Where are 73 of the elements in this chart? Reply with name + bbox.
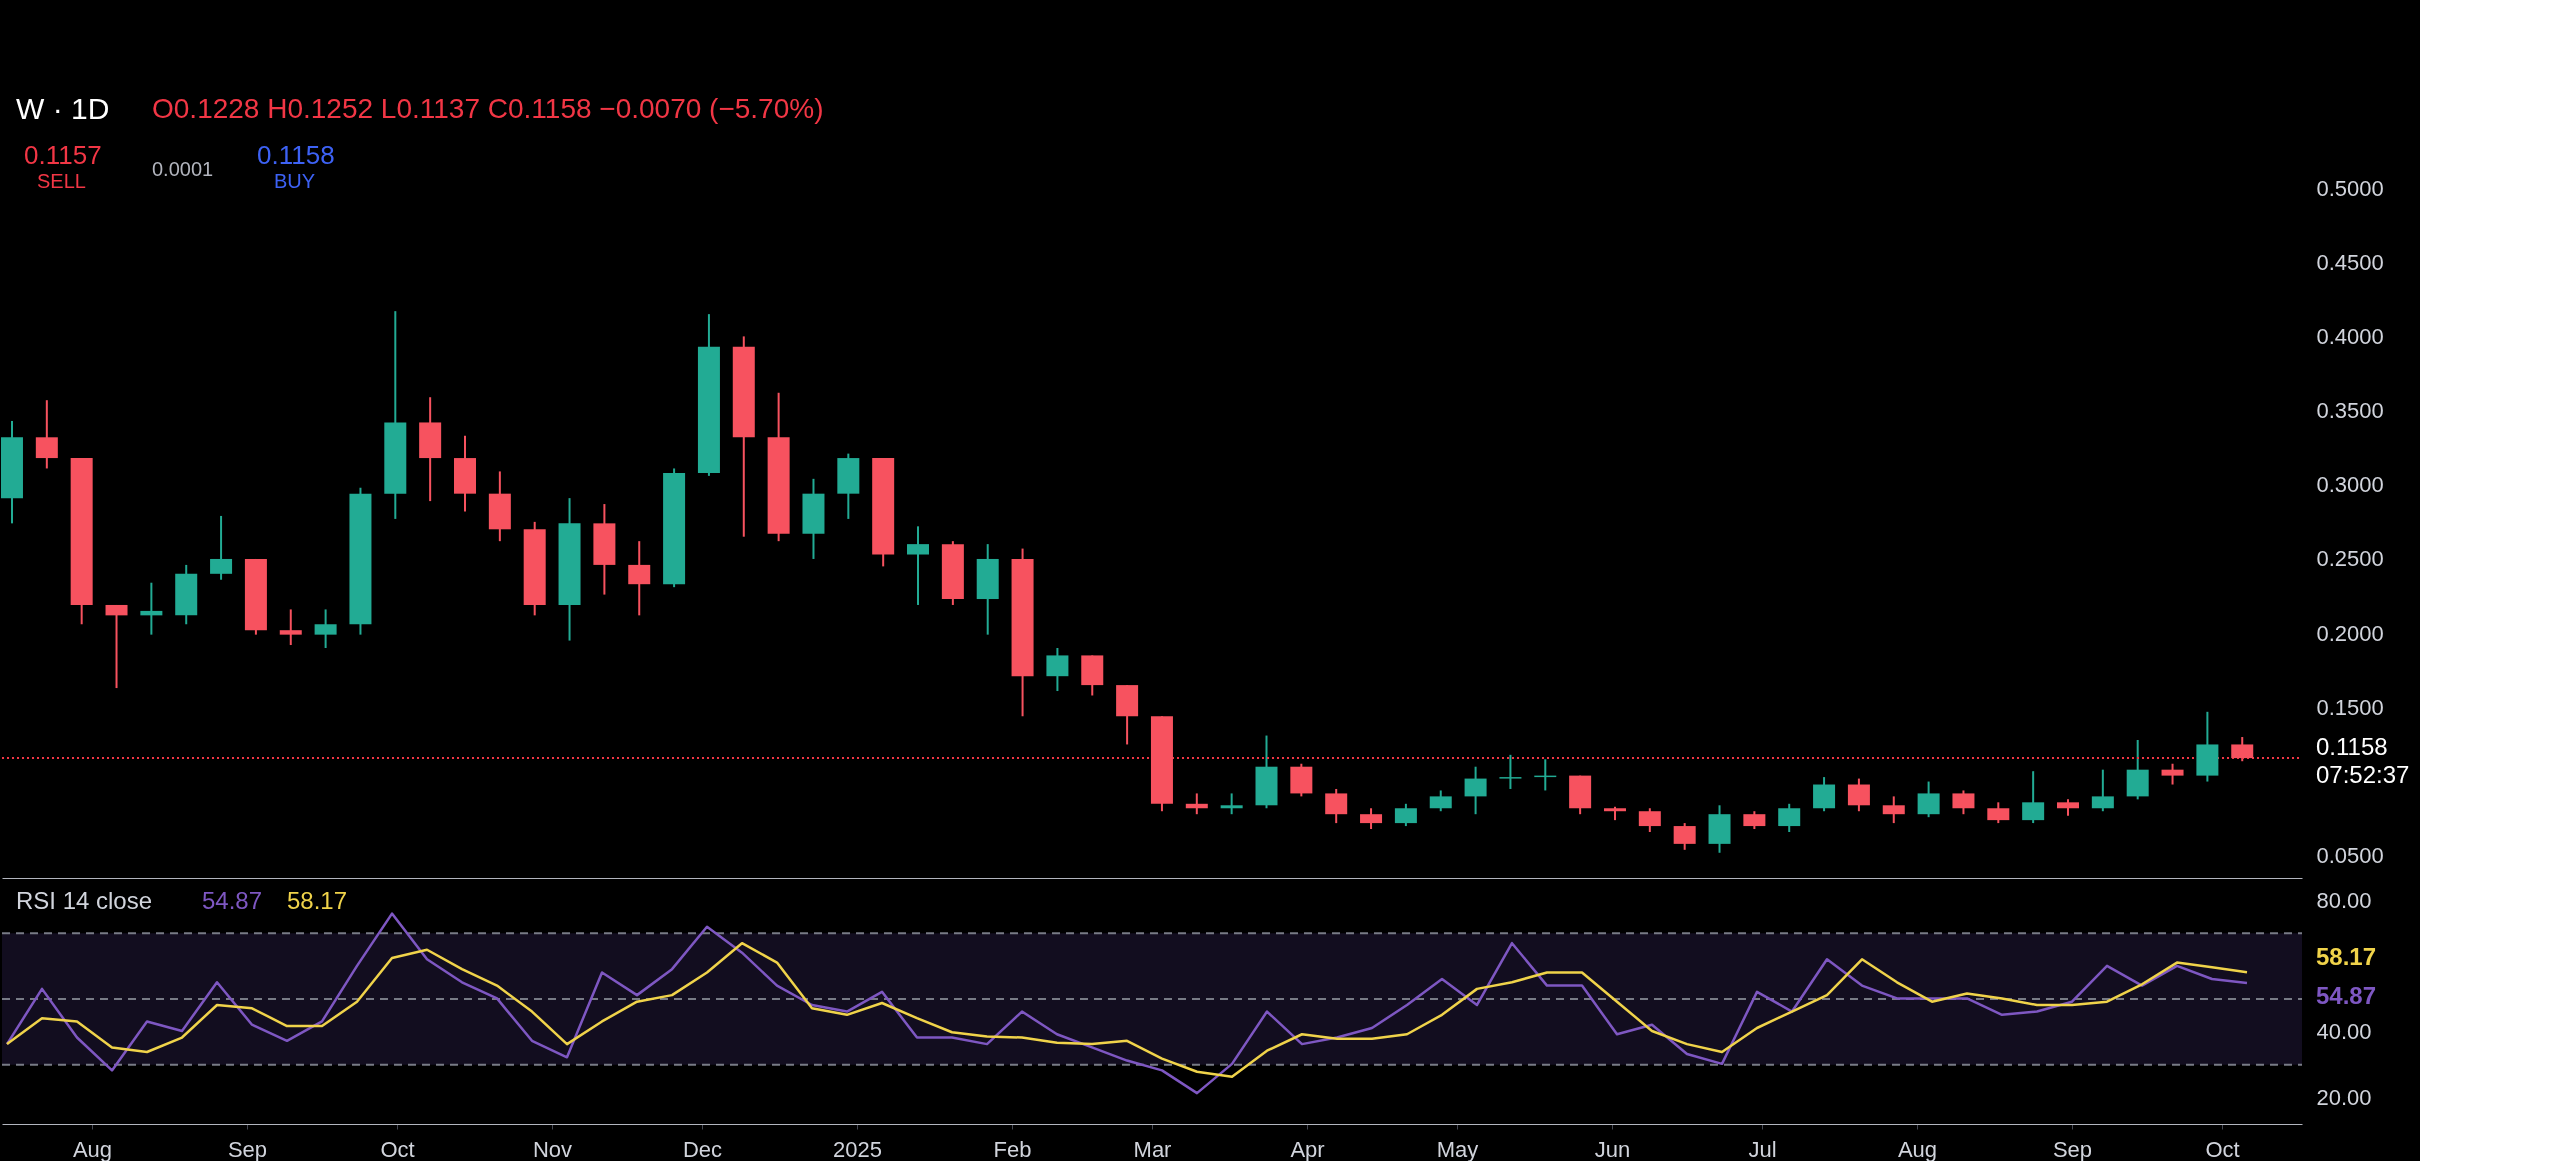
- candlestick: [314, 608, 337, 649]
- x-tick-label: Aug: [1897, 1136, 1938, 1161]
- candlestick: [2231, 736, 2254, 763]
- candlestick: [1325, 787, 1348, 825]
- text: 07:52:37: [2316, 761, 2410, 789]
- candlestick: [1499, 753, 1522, 790]
- text: 58.17: [2316, 943, 2377, 971]
- candlestick: [1778, 802, 1801, 833]
- candlestick: [2091, 768, 2114, 813]
- annotation: 58.17: [287, 887, 348, 914]
- x-tick-label: Apr: [1290, 1136, 1325, 1161]
- candlestick: [210, 514, 233, 581]
- chart-title: W · 1D: [16, 92, 110, 125]
- candlestick: [1673, 822, 1696, 851]
- x-tick-label: Oct: [380, 1136, 415, 1161]
- x-tick-label: Jun: [1594, 1136, 1631, 1161]
- y-tick-label: 0.3000: [2316, 472, 2384, 498]
- y-tick-label: 0.1500: [2316, 694, 2384, 720]
- x-tick-label: Sep: [2052, 1136, 2093, 1161]
- x-tick-label: Sep: [227, 1136, 268, 1161]
- candlestick: [1185, 792, 1208, 816]
- y-tick-label: 0.5000: [2316, 175, 2384, 201]
- candlestick: [1220, 792, 1243, 816]
- y-tick-label: 0.4500: [2316, 249, 2384, 275]
- x-tick-label: Oct: [2205, 1136, 2240, 1161]
- candlestick: [1917, 780, 1940, 819]
- candlestick: [35, 399, 58, 470]
- annotation: SELL: [37, 170, 86, 192]
- candlestick: [1987, 801, 2010, 825]
- candlestick: [1638, 807, 1661, 833]
- candlestick: [1360, 807, 1383, 831]
- text: 0.0001: [152, 158, 214, 180]
- y-tick-label: 80.00: [2316, 887, 2372, 913]
- annotation: BUY: [274, 170, 316, 192]
- y-tick-label: 0.0500: [2316, 843, 2384, 869]
- y-tick-label: 0.4000: [2316, 323, 2384, 349]
- candlestick: [1464, 765, 1487, 816]
- candlestick: [279, 608, 302, 647]
- x-tick-label: May: [1436, 1136, 1479, 1161]
- candlestick: [1952, 789, 1975, 816]
- text: 54.87: [2316, 982, 2377, 1010]
- candlestick: [140, 581, 163, 636]
- text: 0.1158: [257, 140, 335, 170]
- y-tick-label: 40.00: [2316, 1019, 2372, 1045]
- candlestick: [628, 540, 651, 617]
- candlestick: [1046, 647, 1069, 693]
- y-tick-label: 0.2000: [2316, 620, 2384, 646]
- y-tick-label: 0.3500: [2316, 398, 2384, 424]
- x-tick-label: Aug: [72, 1136, 113, 1161]
- chart-subtitle: O0.1228 H0.1252 L0.1137 C0.1158 −0.0070 (−5.70%): [152, 93, 824, 124]
- x-tick-label: Mar: [1133, 1136, 1172, 1161]
- x-tick-label: Feb: [993, 1136, 1032, 1161]
- y-tick-label: 0.2500: [2316, 546, 2384, 572]
- x-tick-label: Dec: [682, 1136, 723, 1161]
- chart-title: RSI 14 close: [16, 887, 153, 914]
- candlestick: [1847, 777, 1870, 813]
- annotation: 54.87: [202, 887, 263, 914]
- candlestick: [907, 525, 930, 606]
- candlestick: [2022, 770, 2045, 825]
- candlestick: [1429, 789, 1452, 813]
- line-series: [5, 941, 2249, 1078]
- candlestick: [1394, 802, 1417, 828]
- candlestick: [1882, 795, 1905, 825]
- candlestick: [2161, 762, 2184, 786]
- text: 0.1157: [24, 140, 102, 170]
- ref-line-label: 0.1158: [2316, 733, 2388, 761]
- x-tick-label: Nov: [532, 1136, 573, 1161]
- candlestick: [1813, 776, 1836, 813]
- x-tick-label: Jul: [1748, 1136, 1777, 1161]
- x-tick-label: 2025: [833, 1136, 882, 1161]
- line-series: [5, 912, 2249, 1095]
- candlestick: [105, 603, 128, 690]
- y-tick-label: 20.00: [2316, 1085, 2372, 1111]
